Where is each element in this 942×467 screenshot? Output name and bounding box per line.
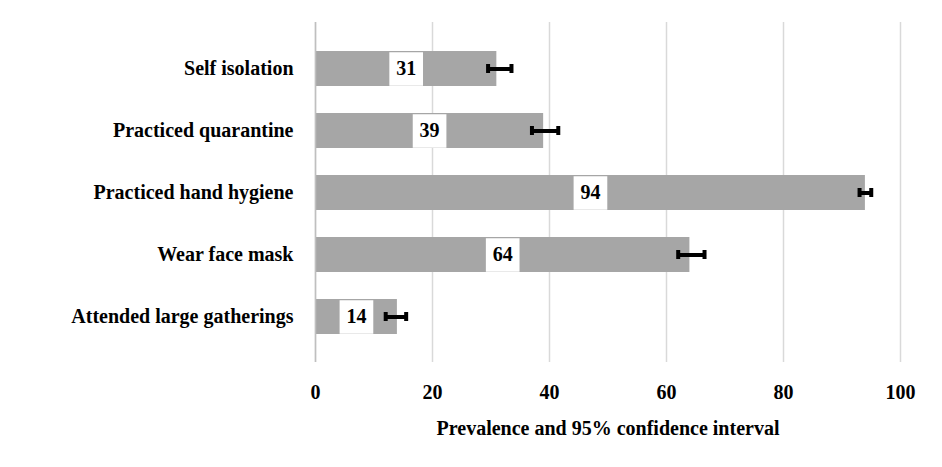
svg-text:Self isolation: Self isolation [184,57,293,79]
svg-text:Attended large gatherings: Attended large gatherings [71,305,293,328]
svg-text:64: 64 [493,243,513,265]
svg-text:Practiced quarantine: Practiced quarantine [113,119,294,142]
svg-text:60: 60 [657,381,677,403]
svg-text:20: 20 [423,381,443,403]
svg-text:14: 14 [346,305,366,327]
svg-text:Practiced hand hygiene: Practiced hand hygiene [94,181,294,204]
svg-text:40: 40 [540,381,560,403]
svg-text:100: 100 [886,381,916,403]
svg-text:Wear face mask: Wear face mask [157,243,294,265]
svg-text:94: 94 [580,181,600,203]
svg-text:80: 80 [774,381,794,403]
svg-text:Prevalence and 95% confidence: Prevalence and 95% confidence interval [437,417,780,439]
svg-text:0: 0 [311,381,321,403]
svg-text:39: 39 [420,119,440,141]
svg-text:31: 31 [396,57,416,79]
